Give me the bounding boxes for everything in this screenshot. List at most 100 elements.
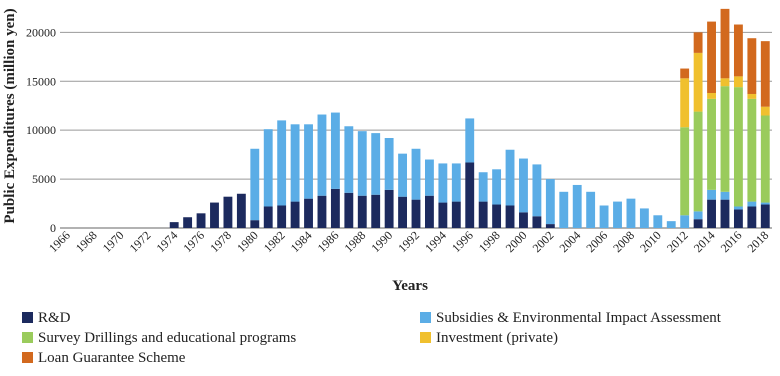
bar-segment: [290, 201, 300, 228]
bar-segment: [505, 149, 515, 206]
bar-segment: [680, 215, 690, 228]
bar-segment: [263, 129, 273, 207]
bar-segment: [505, 205, 515, 228]
x-axis-title: Years: [392, 278, 428, 294]
bar-segment: [720, 86, 730, 192]
x-tick-label: 1990: [368, 228, 395, 255]
legend-label: Investment (private): [436, 330, 558, 346]
bar-segment: [330, 112, 340, 189]
x-tick-label: 1976: [180, 228, 207, 255]
bar-segment: [626, 198, 636, 228]
x-tick-label: 1970: [100, 228, 127, 255]
x-tick-label: 1968: [73, 228, 100, 255]
bar-segment: [304, 198, 313, 228]
bar-segment: [250, 220, 260, 228]
bar-segment: [317, 114, 327, 196]
bar-segment: [519, 158, 528, 213]
y-tick-label: 0: [50, 221, 56, 235]
x-tick-label: 2002: [530, 228, 557, 255]
x-tick-label: 2018: [745, 228, 772, 255]
bar-segment: [371, 133, 381, 195]
bar-segment: [707, 21, 716, 93]
legend-label: Subsidies & Environmental Impact Assessm…: [436, 310, 722, 326]
bar-segment: [747, 38, 757, 94]
x-tick-label: 2016: [718, 228, 745, 255]
bar-segment: [398, 153, 407, 197]
bar-segment: [398, 196, 407, 228]
bar-segment: [586, 191, 596, 228]
x-tick-label: 1984: [288, 228, 315, 255]
bar-segment: [693, 111, 703, 212]
bar-segment: [277, 205, 287, 228]
bar-segment: [747, 206, 757, 228]
bar-segment: [680, 78, 690, 128]
bar-segment: [425, 195, 434, 228]
bar-segment: [357, 131, 367, 196]
x-tick-label: 1980: [234, 228, 261, 255]
bar-segment: [760, 106, 770, 116]
x-tick-label: 2012: [664, 228, 691, 255]
legend-swatch: [420, 332, 431, 343]
bar-segment: [707, 93, 716, 99]
bar-segment: [760, 204, 770, 228]
bar-segment: [384, 138, 394, 190]
bar-segment: [438, 202, 448, 228]
y-tick-label: 15000: [26, 74, 56, 88]
x-tick-label: 2010: [637, 228, 664, 255]
bar-segment: [666, 221, 676, 228]
bar-segment: [760, 115, 770, 203]
bar-segment: [465, 162, 475, 228]
bar-segment: [451, 201, 461, 228]
bar-segment: [572, 184, 582, 228]
bar-segment: [707, 98, 716, 190]
bar-segment: [344, 126, 354, 193]
bar-segment: [384, 189, 394, 228]
bar-segment: [720, 78, 730, 87]
y-tick-label: 5000: [32, 172, 56, 186]
x-tick-label: 1986: [315, 228, 342, 255]
bar-segment: [290, 124, 300, 202]
bar-segment: [707, 199, 716, 228]
legend-swatch: [420, 312, 431, 323]
bar-segment: [478, 172, 488, 202]
x-tick-label: 1974: [153, 228, 180, 255]
bar-segment: [680, 127, 690, 216]
legend-label: Survey Drillings and educational program…: [38, 330, 296, 346]
bar-segment: [747, 98, 757, 202]
bar-segment: [317, 195, 327, 228]
x-tick-label: 1982: [261, 228, 288, 255]
bar-segment: [492, 204, 502, 228]
bar-segment: [733, 87, 743, 207]
bar-segment: [344, 192, 354, 228]
bar-segment: [371, 194, 381, 228]
bar-segment: [196, 213, 206, 228]
bar-segment: [707, 189, 716, 200]
bar-segment: [545, 179, 555, 225]
y-tick-label: 20000: [26, 25, 56, 39]
bar-segment: [720, 191, 730, 200]
bar-segment: [250, 148, 260, 221]
y-axis-title: Public Expenditures (million yen): [2, 8, 18, 223]
bar-segment: [236, 193, 246, 228]
bar-segment: [465, 118, 475, 163]
x-tick-label: 1972: [127, 228, 154, 255]
bar-segment: [733, 209, 743, 228]
x-tick-label: 1998: [476, 228, 503, 255]
bar-segment: [438, 163, 448, 203]
bar-segment: [492, 169, 502, 205]
legend-label: R&D: [38, 310, 71, 326]
bar-segment: [277, 120, 287, 206]
bar-segment: [613, 201, 622, 228]
bar-segment: [599, 205, 609, 228]
bar-segment: [693, 211, 703, 220]
bar-segment: [760, 202, 770, 205]
bar-segment: [411, 199, 421, 228]
legend-swatch: [22, 332, 33, 343]
bar-segment: [760, 41, 770, 107]
x-tick-label: 1992: [395, 228, 422, 255]
bar-segment: [532, 164, 542, 217]
legend-swatch: [22, 312, 33, 323]
bar-segment: [519, 212, 528, 228]
bar-segment: [263, 206, 273, 228]
bar-segment: [733, 76, 743, 88]
